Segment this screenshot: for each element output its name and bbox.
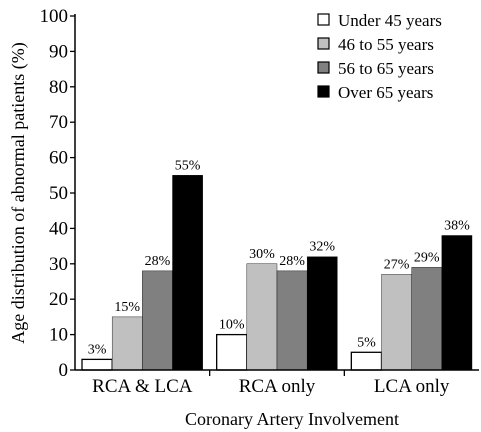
bar <box>142 270 173 371</box>
legend-swatch <box>317 13 330 26</box>
bars <box>81 175 473 371</box>
y-tick-label: 0 <box>59 360 69 381</box>
y-axis-ticks: 0 10 20 30 40 50 60 70 80 90 100 <box>40 6 75 381</box>
y-tick-label: 20 <box>49 289 68 310</box>
bar <box>411 267 443 371</box>
data-label: 28% <box>279 254 305 269</box>
data-label: 10% <box>219 318 245 333</box>
y-tick-label: 10 <box>49 325 68 346</box>
legend-swatch <box>317 85 330 98</box>
data-label: 38% <box>444 218 470 233</box>
legend-label: Under 45 years <box>338 11 442 30</box>
legend: Under 45 years 46 to 55 years 56 to 65 yea… <box>317 11 442 102</box>
bar <box>306 256 338 371</box>
bar <box>81 358 113 371</box>
data-label: 15% <box>114 300 140 315</box>
bar <box>350 351 383 371</box>
y-tick-label: 90 <box>49 41 68 62</box>
y-tick-label: 70 <box>49 112 68 133</box>
data-label: 32% <box>309 240 335 255</box>
legend-label: 46 to 55 years <box>338 35 434 54</box>
bar <box>381 274 412 371</box>
y-tick-label: 40 <box>49 218 68 239</box>
data-label: 55% <box>175 158 201 173</box>
bar <box>441 235 473 371</box>
x-axis-title: Coronary Artery Involvement <box>185 409 399 429</box>
data-label: 28% <box>145 254 171 269</box>
y-axis-title: Age distribution of abnormal patients (%… <box>8 42 29 343</box>
bar <box>246 263 278 371</box>
legend-label: Over 65 years <box>338 83 433 102</box>
bar <box>172 175 203 371</box>
y-tick-label: 50 <box>49 183 68 204</box>
legend-swatch <box>317 61 330 74</box>
category-labels: RCA & LCA RCA only LCA only <box>92 376 450 397</box>
y-tick-label: 100 <box>40 6 69 27</box>
axes <box>74 14 479 376</box>
data-labels: 3% 15% 28% 55% 10% 30% 28% 32% 5% 27% 29% 38% <box>88 158 470 357</box>
bar <box>111 316 143 371</box>
data-label: 27% <box>384 257 410 272</box>
x-category-label: RCA only <box>239 376 316 397</box>
data-label: 29% <box>414 250 440 265</box>
data-label: 30% <box>249 247 275 262</box>
bar <box>276 270 308 371</box>
bar <box>216 333 248 371</box>
y-tick-label: 30 <box>49 254 68 275</box>
legend-label: 56 to 65 years <box>338 59 434 78</box>
x-category-label: LCA only <box>374 376 450 397</box>
y-tick-label: 80 <box>49 77 68 98</box>
legend-swatch <box>317 37 330 50</box>
data-label: 5% <box>357 335 376 350</box>
x-category-label: RCA & LCA <box>92 376 193 397</box>
data-label: 3% <box>88 342 107 357</box>
y-tick-label: 60 <box>49 148 68 169</box>
